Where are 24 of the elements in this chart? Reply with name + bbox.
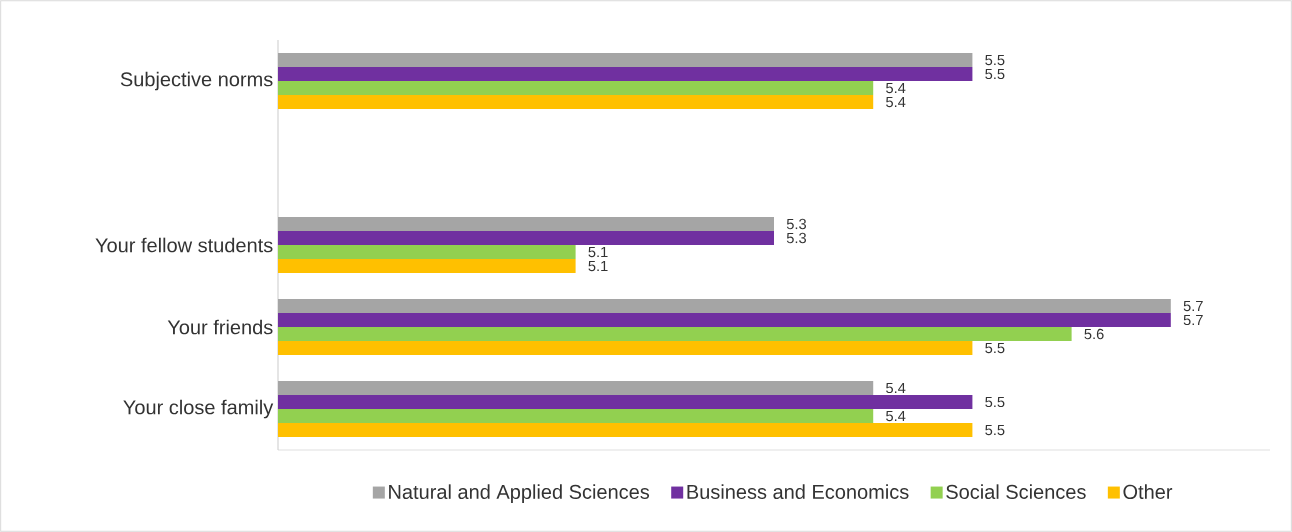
data-label: 5.3 <box>786 218 807 230</box>
data-label: 5.5 <box>985 68 1005 80</box>
data-label: 5.4 <box>886 96 906 108</box>
legend-label: Natural and Applied Sciences <box>389 484 650 503</box>
y-tick-label: Your fellow students <box>95 237 273 253</box>
data-label: 5.7 <box>1183 314 1203 326</box>
data-label: 5.6 <box>1084 328 1104 340</box>
legend-label: Social Sciences <box>946 484 1086 499</box>
data-label: 5.1 <box>588 260 608 272</box>
data-label: 5.7 <box>1183 300 1203 312</box>
data-label: 5.5 <box>985 342 1005 354</box>
data-label: 5.1 <box>588 246 608 258</box>
legend-label: Business and Economics <box>687 484 909 499</box>
y-tick-label: Your close family <box>123 399 274 419</box>
data-label: 5.5 <box>985 54 1005 66</box>
data-label: 5.4 <box>886 410 906 422</box>
data-label: 5.5 <box>985 424 1005 436</box>
legend-label: Other <box>1123 484 1173 499</box>
y-tick-label: Subjective norms <box>120 71 273 91</box>
data-label: 5.5 <box>985 396 1005 408</box>
data-label: 5.4 <box>886 82 906 94</box>
data-label: 5.3 <box>786 232 807 244</box>
y-tick-label: Your friends <box>167 319 273 335</box>
data-label: 5.4 <box>886 382 906 394</box>
